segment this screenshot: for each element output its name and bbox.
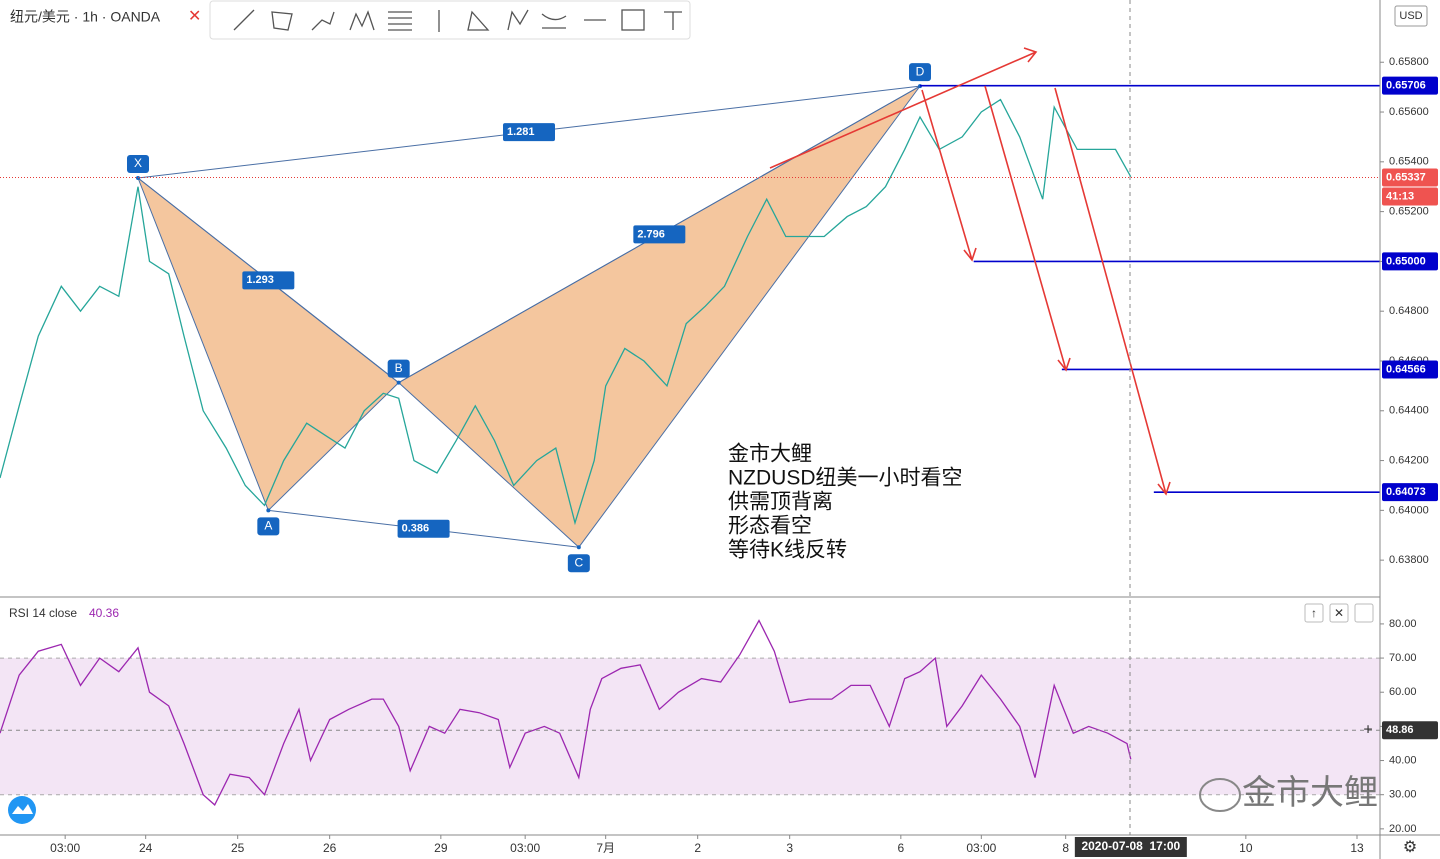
price-line [0, 619, 1132, 806]
x-tick-label: 03:00 [510, 841, 540, 855]
pattern-point-box [127, 155, 149, 174]
annotation-line: NZDUSD纽美一小时看空 [728, 467, 963, 490]
level-label: 0.65000 [1386, 255, 1426, 267]
currency: USD [1399, 10, 1422, 22]
pattern-point [396, 380, 401, 385]
pattern-ratio-box [633, 225, 686, 244]
pattern-ratio-box [397, 519, 450, 538]
x-tick-label: 7月 [596, 841, 615, 855]
y-tick-label: 40.00 [1389, 754, 1417, 766]
x-tick-label: 8 [1062, 841, 1069, 855]
annotation-line: 金市大鲤 [728, 443, 812, 466]
y-tick-label: 0.65400 [1389, 156, 1429, 168]
pattern-ratio-box [242, 271, 295, 290]
y-tick-label: 80.00 [1389, 618, 1417, 630]
close-icon[interactable]: ✕ [188, 8, 201, 25]
pattern-point-label: X [134, 156, 142, 170]
pattern-ratio: 0.386 [402, 523, 430, 535]
x-tick-label: 10 [1239, 841, 1253, 855]
toolbar [209, 0, 691, 40]
crosshair-x-label: 2020-07-08 17:00 [1081, 839, 1180, 853]
y-tick-label: 30.00 [1389, 789, 1417, 801]
level-label: 0.65706 [1386, 80, 1426, 92]
crosshair-y-label-box [1382, 721, 1438, 740]
currency-box [1394, 5, 1428, 27]
projection-arrows [769, 47, 1171, 496]
rsi-band [0, 658, 1380, 795]
drawing-toolbar [209, 0, 691, 40]
annotation-line: 供需顶背离 [728, 491, 833, 514]
y-tick-label: 0.65600 [1389, 106, 1429, 118]
y-tick-label: 70.00 [1389, 652, 1417, 664]
x-tick-label: 26 [323, 841, 337, 855]
pattern-point-label: A [264, 519, 272, 533]
annotation-line: 形态看空 [728, 515, 812, 538]
y-tick-label: 60.00 [1389, 686, 1417, 698]
level-label-box [1382, 252, 1438, 271]
pattern-point-label: D [916, 64, 925, 78]
x-tick-label: 03:00 [966, 841, 996, 855]
y-tick-label: 20.00 [1389, 823, 1417, 835]
symbol-title: 纽元/美元 · 1h · OANDA [10, 9, 161, 25]
x-tick-label: 24 [139, 841, 153, 855]
current-price-label-box [1382, 168, 1438, 187]
y-tick-label: 0.65200 [1389, 206, 1429, 218]
svg-text:↑: ↑ [1311, 606, 1317, 620]
price-panel: 0.638000.640000.642000.644000.646000.648… [0, 5, 1438, 573]
price-line [0, 98, 1132, 526]
pattern-ratio: 1.293 [246, 274, 274, 286]
y-tick-label: 0.65800 [1389, 56, 1429, 68]
x-tick-label: 29 [434, 841, 448, 855]
y-tick-label: 0.64200 [1389, 454, 1429, 466]
watermark-logo [8, 778, 1241, 824]
crosshair-y-label: 48.86 [1386, 724, 1414, 736]
pattern-point [266, 508, 271, 513]
pattern-ratio: 2.796 [637, 228, 665, 240]
y-tick-label: 0.63800 [1389, 554, 1429, 566]
pattern-point-box [567, 554, 590, 573]
pattern-point-label: B [395, 361, 403, 375]
crosshair-plus: + [1363, 721, 1372, 738]
watermark-text: 金市大鲤 [1242, 774, 1378, 812]
svg-text:✕: ✕ [1334, 606, 1344, 620]
pattern-point-box [257, 517, 280, 536]
y-tick-label: 0.64000 [1389, 504, 1429, 516]
countdown-box [1382, 187, 1438, 206]
annotation-line: 等待K线反转 [728, 539, 847, 562]
level-label-box [1382, 483, 1438, 502]
pattern-point-box [909, 63, 931, 82]
countdown: 41:13 [1386, 190, 1414, 202]
toolbar-icons[interactable] [233, 9, 682, 32]
pattern-point-box [387, 359, 410, 378]
x-tick-label: 6 [897, 841, 904, 855]
x-tick-label: 3 [786, 841, 793, 855]
current-price-label: 0.65337 [1386, 171, 1426, 183]
y-tick-label: 0.64400 [1389, 405, 1429, 417]
panel-buttons[interactable]: ↑ ✕ [1304, 603, 1374, 623]
level-label-box [1382, 360, 1438, 379]
level-label: 0.64566 [1386, 363, 1426, 375]
x-tick-label: 13 [1350, 841, 1364, 855]
indicator-value: 40.36 [89, 606, 119, 620]
x-tick-label: 25 [231, 841, 245, 855]
indicator-title: RSI 14 close [9, 606, 77, 620]
y-tick-label: 0.64800 [1389, 305, 1429, 317]
settings-icon[interactable]: ⚙ [1403, 839, 1417, 856]
pattern-point [576, 545, 581, 550]
crosshair-x-box [1074, 837, 1187, 857]
pattern-point-label: C [574, 555, 583, 569]
x-tick-label: 2 [694, 841, 701, 855]
level-label: 0.64073 [1386, 486, 1426, 498]
pattern-ratio-box [503, 123, 555, 142]
pattern-ratio: 1.281 [507, 126, 535, 138]
level-label-box [1382, 76, 1438, 95]
x-tick-label: 03:00 [50, 841, 80, 855]
